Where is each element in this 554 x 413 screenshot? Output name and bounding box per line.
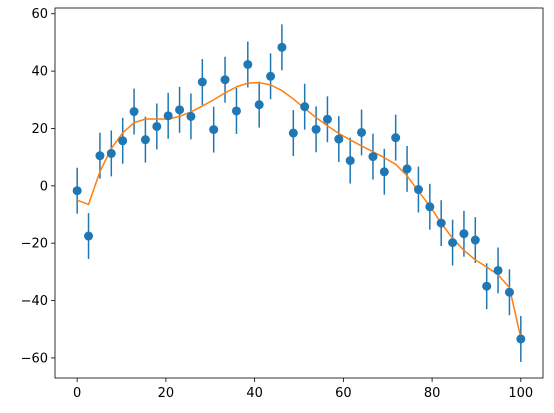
y-tick-label: −40 xyxy=(21,294,48,309)
data-point xyxy=(425,202,435,212)
y-tick-label: 40 xyxy=(31,65,48,80)
data-point xyxy=(311,124,321,134)
data-point xyxy=(413,185,423,195)
data-point xyxy=(129,107,139,117)
x-tick-label: 60 xyxy=(335,386,352,401)
data-point xyxy=(95,151,105,161)
y-tick-label: −20 xyxy=(21,237,48,252)
x-axis-ticks: 0 20 40 60 80 100 xyxy=(73,378,533,401)
data-point xyxy=(266,71,276,81)
y-axis-ticks: −60 −40 −20 0 20 40 60 xyxy=(21,7,55,366)
data-point xyxy=(72,186,82,196)
x-tick-label: 40 xyxy=(246,386,263,401)
data-point xyxy=(504,287,514,297)
data-point xyxy=(516,334,526,344)
y-tick-label: 60 xyxy=(31,7,48,22)
data-point xyxy=(357,127,367,137)
data-point xyxy=(436,218,446,228)
data-point xyxy=(379,167,389,177)
y-tick-label: −60 xyxy=(21,351,48,366)
data-point xyxy=(186,111,196,121)
series-line xyxy=(76,81,522,339)
plot-area xyxy=(72,24,526,362)
data-point xyxy=(175,105,185,115)
data-point xyxy=(84,231,94,241)
data-point xyxy=(254,100,264,110)
data-point xyxy=(402,164,412,174)
data-point xyxy=(368,152,378,162)
x-tick-label: 100 xyxy=(508,386,533,401)
data-point xyxy=(482,281,492,291)
data-point xyxy=(391,133,401,143)
axes xyxy=(54,7,544,379)
data-point xyxy=(140,135,150,145)
data-point xyxy=(448,238,458,248)
data-point xyxy=(106,148,116,158)
data-point xyxy=(322,114,332,124)
y-tick-label: 20 xyxy=(31,122,48,137)
x-tick-label: 80 xyxy=(424,386,441,401)
data-point xyxy=(197,77,207,87)
data-point xyxy=(470,235,480,245)
data-point xyxy=(334,134,344,144)
x-tick-label: 20 xyxy=(158,386,175,401)
axes-frame xyxy=(54,7,544,379)
data-point xyxy=(243,60,253,70)
data-point xyxy=(345,156,355,166)
y-tick-label: 0 xyxy=(40,179,48,194)
x-tick-label: 0 xyxy=(73,386,81,401)
data-point xyxy=(209,125,219,135)
data-point xyxy=(152,121,162,131)
data-point xyxy=(220,75,230,85)
data-point xyxy=(288,128,298,138)
data-point xyxy=(493,265,503,275)
data-point xyxy=(277,42,287,52)
data-point xyxy=(459,229,469,239)
data-point xyxy=(163,111,173,121)
data-point xyxy=(231,106,241,116)
data-point xyxy=(300,102,310,112)
data-point xyxy=(118,136,128,146)
